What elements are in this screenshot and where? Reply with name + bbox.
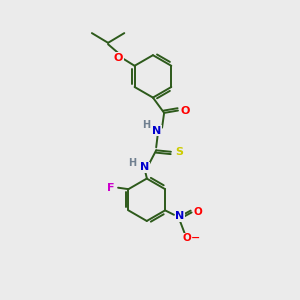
Text: O: O bbox=[180, 106, 189, 116]
Text: O: O bbox=[182, 233, 191, 243]
Text: N: N bbox=[175, 211, 184, 221]
Text: H: H bbox=[142, 120, 151, 130]
Text: O: O bbox=[193, 207, 202, 217]
Text: F: F bbox=[107, 183, 115, 193]
Text: N: N bbox=[140, 162, 149, 172]
Text: −: − bbox=[190, 233, 200, 243]
Text: N: N bbox=[152, 126, 162, 136]
Text: H: H bbox=[129, 158, 137, 168]
Text: O: O bbox=[114, 52, 123, 62]
Text: S: S bbox=[175, 147, 183, 157]
